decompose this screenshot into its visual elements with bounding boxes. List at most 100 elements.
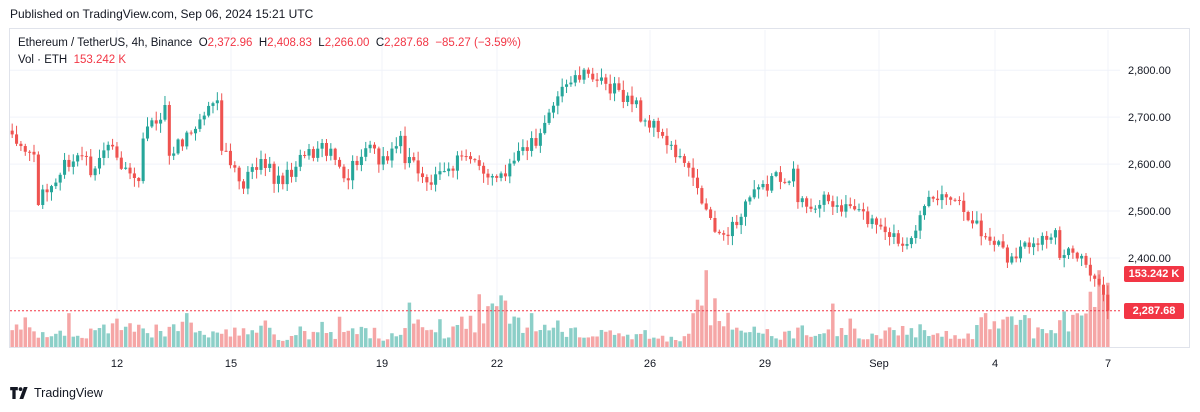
volume-bar — [865, 339, 870, 347]
candle-body — [695, 177, 700, 189]
volume-bar — [62, 335, 67, 347]
volume-bar — [237, 335, 241, 347]
volume-bar — [198, 330, 202, 347]
published-caption: Published on TradingView.com, Sep 06, 20… — [10, 7, 314, 21]
volume-bar — [394, 336, 399, 347]
volume-bar — [71, 336, 76, 347]
candle-body — [687, 162, 691, 168]
volume-bar — [556, 320, 560, 347]
volume-bar — [931, 334, 935, 347]
candle-body — [1018, 246, 1023, 259]
volume-bar — [1031, 338, 1036, 347]
volume-bar — [14, 324, 19, 347]
volume-price-tag: 153.242 K — [1124, 266, 1184, 282]
candle-body — [822, 194, 826, 205]
candle-body — [778, 172, 782, 182]
volume-bar — [809, 336, 813, 347]
volume-bar — [547, 330, 551, 347]
volume-bar — [621, 336, 626, 347]
volume-bar — [368, 338, 372, 347]
volume-bar — [390, 333, 394, 347]
volume-bar — [145, 333, 150, 347]
candle-body — [578, 75, 582, 80]
volume-bar — [879, 338, 883, 347]
chart-frame[interactable] — [9, 28, 1190, 348]
candle-body — [608, 83, 612, 94]
legend-close-value: 2,287.68 — [384, 37, 429, 49]
candle-body — [761, 183, 765, 188]
y-tick-label: 2,500.00 — [1128, 206, 1171, 218]
volume-bar — [900, 325, 905, 347]
candle-body — [796, 168, 800, 203]
volume-bar — [54, 333, 58, 347]
candle-body — [198, 119, 202, 129]
candle-body — [97, 157, 102, 169]
candle-body — [582, 69, 586, 80]
x-tick-label: 22 — [491, 358, 503, 370]
candle-body — [879, 224, 883, 227]
candle-body — [28, 151, 32, 153]
candle-body — [525, 147, 529, 151]
candle-body — [115, 146, 119, 158]
candle-body — [124, 167, 128, 169]
candle-body — [634, 100, 638, 105]
volume-bar — [1014, 324, 1018, 347]
candle-body — [1058, 230, 1062, 258]
candle-body — [927, 196, 931, 207]
legend-volume-label[interactable]: Vol · ETH — [18, 54, 68, 66]
volume-bar — [58, 330, 62, 347]
volume-bar — [137, 324, 141, 347]
volume-bar — [167, 326, 172, 347]
candle-body — [49, 186, 53, 193]
candle-body — [455, 155, 459, 171]
candle-body — [682, 156, 686, 163]
legend-symbol[interactable]: Ethereum / TetherUS, 4h, Binance — [18, 37, 193, 49]
candle-body — [1084, 255, 1088, 265]
candle-body — [237, 167, 241, 182]
candle-body — [207, 105, 211, 116]
x-tick-label: 4 — [992, 358, 998, 370]
volume-bar — [883, 330, 887, 347]
candle-body — [381, 156, 385, 165]
candle-body — [447, 168, 451, 172]
candle-body — [573, 75, 577, 83]
volume-bar — [1053, 333, 1058, 347]
candle-body — [272, 163, 276, 184]
candle-body — [150, 120, 154, 127]
candle-body — [128, 167, 132, 174]
volume-bar — [739, 330, 743, 347]
volume-bar — [874, 335, 879, 347]
volume-bar — [804, 335, 809, 347]
candle-body — [844, 204, 848, 212]
candle-body — [678, 156, 682, 158]
candle-body — [10, 130, 14, 135]
candle-body — [390, 148, 394, 161]
candle-body — [145, 126, 150, 139]
candle-body — [979, 220, 983, 237]
candle-body — [591, 73, 595, 80]
volume-bar — [783, 331, 787, 347]
candle-body — [159, 119, 163, 124]
volume-bar — [673, 340, 678, 347]
volume-bar — [372, 327, 377, 347]
volume-bar — [534, 331, 538, 347]
candle-body — [211, 103, 215, 106]
volume-bar — [102, 324, 106, 347]
candle-body — [154, 120, 158, 124]
candle-body — [220, 100, 224, 151]
candle-body — [639, 100, 643, 122]
volume-bar — [176, 331, 180, 347]
candle-body — [704, 203, 708, 210]
volume-bar — [778, 339, 783, 347]
candle-body — [617, 83, 621, 90]
legend-low-label: L — [318, 37, 325, 49]
candle-body — [364, 148, 368, 157]
volume-bar — [298, 326, 303, 347]
candle-body — [1080, 255, 1084, 259]
candle-body — [259, 159, 263, 170]
candle-body — [857, 209, 861, 211]
legend-high-value: 2,408.83 — [267, 37, 312, 49]
volume-bar — [211, 331, 215, 347]
volume-bar — [460, 316, 464, 347]
